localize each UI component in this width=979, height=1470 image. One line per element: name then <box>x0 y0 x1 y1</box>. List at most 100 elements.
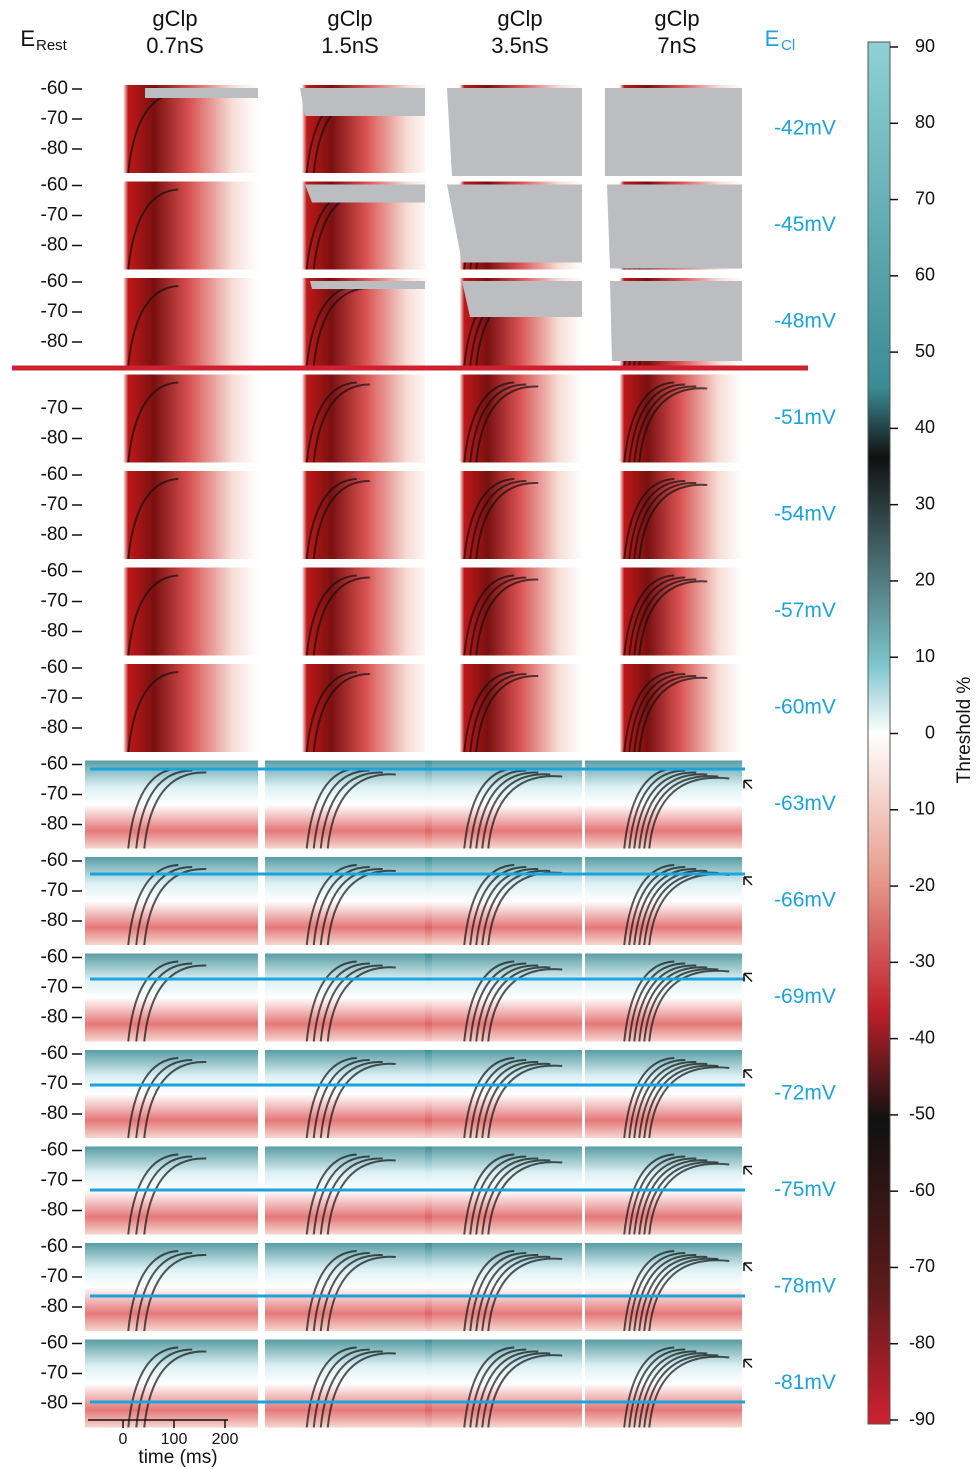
colorbar-tick-label: -40 <box>909 1027 935 1047</box>
contour <box>319 1060 383 1139</box>
heatmap-panel <box>85 1339 258 1428</box>
ecl-label: -75mV <box>774 1178 836 1201</box>
colorbar-tick-label: 50 <box>915 341 935 361</box>
contour <box>475 1060 539 1139</box>
contour <box>623 671 675 753</box>
contour <box>305 478 357 560</box>
panel-bg <box>265 1339 432 1428</box>
panel-bg <box>85 1050 258 1138</box>
y-tick-label: -80 <box>41 814 68 835</box>
contour <box>481 1159 551 1235</box>
y-tick-label: -70 <box>41 977 68 998</box>
contour <box>638 1255 708 1332</box>
panel-bg <box>85 278 258 366</box>
y-tick-label: -70 <box>41 1170 68 1191</box>
contour <box>127 1346 179 1428</box>
contour <box>481 869 551 946</box>
contour <box>326 1062 396 1139</box>
contour <box>326 1352 396 1428</box>
heatmap-panel <box>425 953 582 1042</box>
contour <box>326 869 396 946</box>
contour <box>319 1350 383 1428</box>
contour <box>135 866 193 946</box>
contour <box>628 1252 686 1332</box>
contour <box>463 960 515 1042</box>
y-tick-label: -80 <box>41 910 68 931</box>
contour <box>469 673 527 753</box>
ecl-label: -69mV <box>774 985 836 1008</box>
masked-region <box>605 88 742 176</box>
masked-region <box>462 281 582 317</box>
contour <box>135 1059 193 1139</box>
colorbar-tick-label: 80 <box>915 112 935 132</box>
contour <box>638 869 708 946</box>
contour <box>475 674 539 753</box>
contour <box>143 1350 207 1428</box>
contour <box>623 478 675 560</box>
contour <box>143 1157 207 1235</box>
heatmap-panel <box>265 1243 432 1332</box>
contour <box>475 578 539 656</box>
contour <box>633 771 697 849</box>
contour <box>638 676 708 753</box>
colorbar-tick-label: 10 <box>915 646 935 666</box>
arrow <box>743 1069 753 1079</box>
contour <box>463 574 515 656</box>
contour <box>305 1153 357 1235</box>
heatmap-panel <box>585 471 742 560</box>
colorbar-tick-label: -20 <box>909 875 935 895</box>
contour <box>127 1153 179 1235</box>
heatmap-panel <box>425 1339 582 1428</box>
panel-bg <box>425 567 582 656</box>
contour <box>463 671 515 753</box>
y-tick-label: -70 <box>41 205 68 226</box>
colorbar-tick-label: -90 <box>909 1409 935 1429</box>
panel-bg <box>265 374 432 463</box>
heatmap-panel <box>85 278 258 367</box>
ecl-label: -72mV <box>774 1082 836 1105</box>
heatmap-panel <box>265 1339 432 1428</box>
column-value: 3.5nS <box>491 33 549 58</box>
panel-bg <box>85 760 258 849</box>
y-tick-label: -70 <box>41 591 68 612</box>
heatmap-panel <box>585 857 742 946</box>
y-tick-label: -60 <box>41 850 68 871</box>
x-tick-label: 0 <box>119 1431 128 1448</box>
contour <box>475 1253 539 1332</box>
contour <box>463 1057 515 1139</box>
contour <box>127 285 179 367</box>
arrow <box>743 1358 753 1369</box>
contour <box>312 480 370 560</box>
contour <box>463 864 515 946</box>
column-symbol: gClp <box>654 6 699 31</box>
contour <box>469 962 527 1042</box>
rest-main: E <box>20 26 35 51</box>
panel-bg <box>85 664 258 752</box>
y-tick-label: -80 <box>41 428 68 449</box>
heatmap-panel <box>585 1339 742 1428</box>
heatmap-panel <box>265 760 432 849</box>
contour <box>469 1252 527 1332</box>
contour <box>135 1252 193 1332</box>
masked-region <box>305 184 432 203</box>
contour <box>312 1348 370 1428</box>
contour <box>463 1250 515 1332</box>
panel-bg <box>85 374 258 463</box>
contour <box>463 381 515 463</box>
arrow <box>743 1165 753 1176</box>
arrow <box>743 876 753 886</box>
contour <box>319 1253 383 1332</box>
contour <box>638 773 708 849</box>
contour <box>475 964 539 1042</box>
contour <box>638 483 708 560</box>
x-tick-label: 200 <box>212 1431 239 1448</box>
y-tick-label: -70 <box>41 784 68 805</box>
contour <box>127 671 179 753</box>
contour <box>628 866 686 946</box>
panel-bg <box>585 567 742 656</box>
contour <box>127 188 179 270</box>
y-tick-label: -60 <box>41 1043 68 1064</box>
contour <box>623 1346 675 1428</box>
contour <box>648 1162 730 1235</box>
contour <box>143 1253 207 1332</box>
